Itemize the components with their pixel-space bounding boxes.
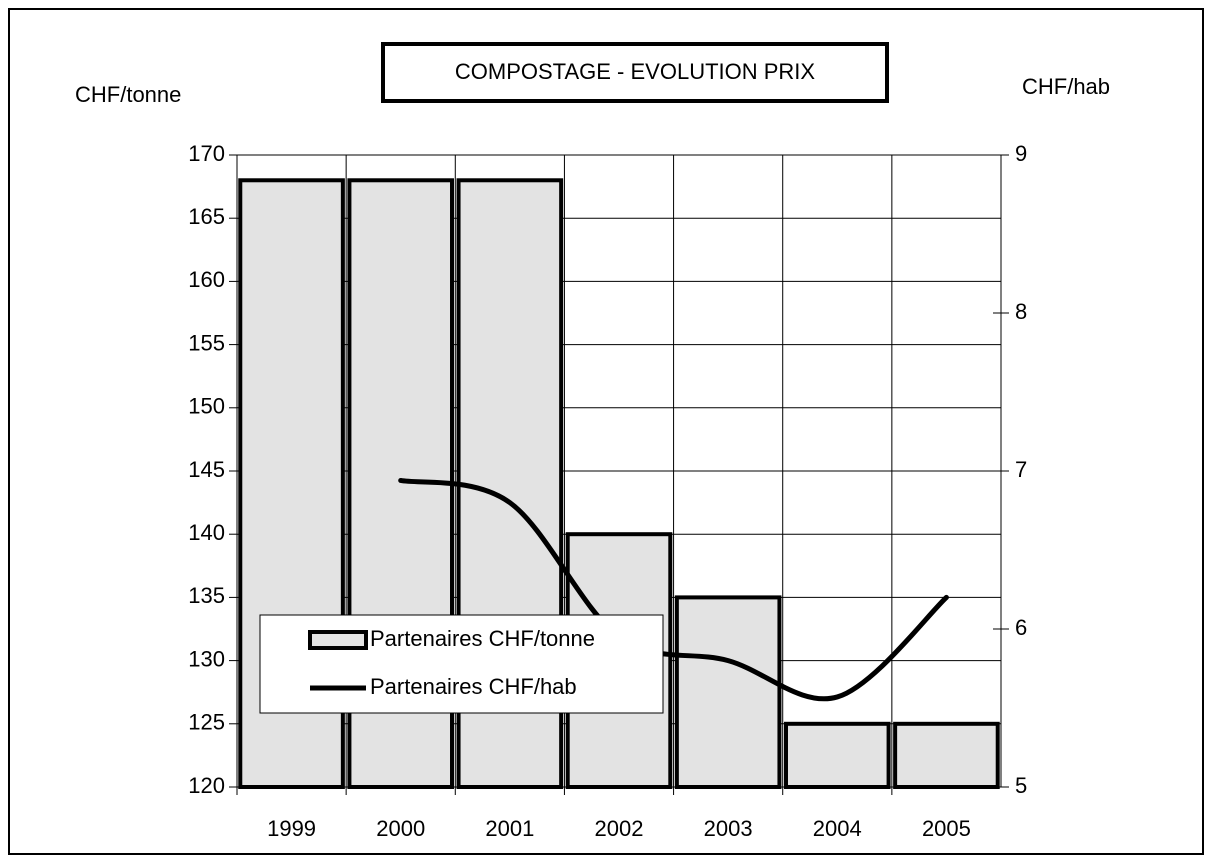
y2-tick-label: 6 — [1015, 615, 1027, 640]
bar — [783, 721, 891, 789]
legend-label: Partenaires CHF/hab — [370, 674, 577, 699]
x-tick-label: 2004 — [813, 816, 862, 841]
x-tick-label: 2000 — [376, 816, 425, 841]
y-tick-label: 165 — [188, 204, 225, 229]
y-tick-label: 170 — [188, 141, 225, 166]
y-tick-label: 125 — [188, 710, 225, 735]
y2-tick-label: 9 — [1015, 141, 1027, 166]
y2-tick-label: 7 — [1015, 457, 1027, 482]
y2-tick-label: 8 — [1015, 299, 1027, 324]
bar — [893, 721, 1000, 789]
legend-swatch — [308, 630, 368, 650]
x-tick-label: 2003 — [704, 816, 753, 841]
y-tick-label: 160 — [188, 267, 225, 292]
line — [398, 477, 949, 702]
y-tick-label: 120 — [188, 773, 225, 798]
axes: 120 125 130 135 140 145 150 155 160 165 170 5 6 7 8 9 19… — [188, 141, 1027, 841]
marks — [238, 178, 1000, 790]
y2-tick-label: 5 — [1015, 773, 1027, 798]
x-tick-label: 2001 — [485, 816, 534, 841]
y-tick-label: 135 — [188, 583, 225, 608]
y-tick-label: 150 — [188, 394, 225, 419]
bar — [674, 595, 782, 790]
y-tick-label: 155 — [188, 330, 225, 355]
x-tick-label: 2002 — [595, 816, 644, 841]
y-tick-label: 145 — [188, 457, 225, 482]
y-axis-label: CHF/tonne — [75, 82, 181, 107]
chart-title: COMPOSTAGE - EVOLUTION PRIX — [455, 59, 816, 84]
title-box — [381, 42, 889, 103]
y-tick-label: 140 — [188, 520, 225, 545]
legend: Partenaires CHF/tonne Partenaires CHF/hab — [259, 614, 664, 714]
y-tick-label: 130 — [188, 646, 225, 671]
legend-label: Partenaires CHF/tonne — [370, 626, 595, 651]
y2-axis-label: CHF/hab — [1022, 74, 1110, 99]
x-tick-label: 1999 — [267, 816, 316, 841]
x-tick-label: 2005 — [922, 816, 971, 841]
